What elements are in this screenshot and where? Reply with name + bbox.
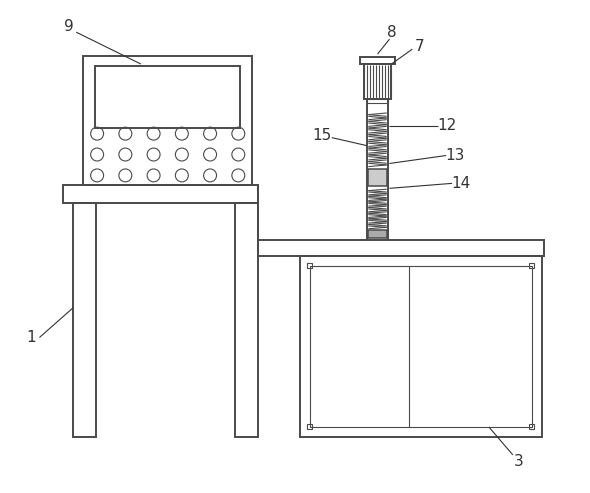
Bar	[73, 203, 96, 437]
Bar	[366, 99, 388, 103]
Text: 12: 12	[438, 118, 457, 133]
Bar	[360, 57, 395, 64]
Text: 9: 9	[64, 19, 74, 34]
Text: 15: 15	[312, 128, 332, 143]
Bar	[83, 56, 253, 185]
Bar	[368, 230, 388, 238]
Text: 1: 1	[27, 330, 37, 345]
Text: 13: 13	[445, 148, 465, 163]
Bar	[529, 263, 534, 268]
Bar	[300, 256, 542, 437]
Text: 8: 8	[386, 25, 396, 40]
Text: 14: 14	[451, 176, 471, 191]
Text: 3: 3	[514, 454, 523, 469]
Bar	[307, 263, 312, 268]
Bar	[310, 266, 532, 427]
Bar	[258, 240, 543, 256]
Text: 7: 7	[415, 38, 424, 54]
Bar	[95, 66, 240, 128]
Bar	[363, 64, 391, 99]
Bar	[368, 170, 388, 186]
Bar	[307, 424, 312, 429]
Bar	[235, 203, 258, 437]
Bar	[529, 424, 534, 429]
Bar	[63, 185, 258, 203]
